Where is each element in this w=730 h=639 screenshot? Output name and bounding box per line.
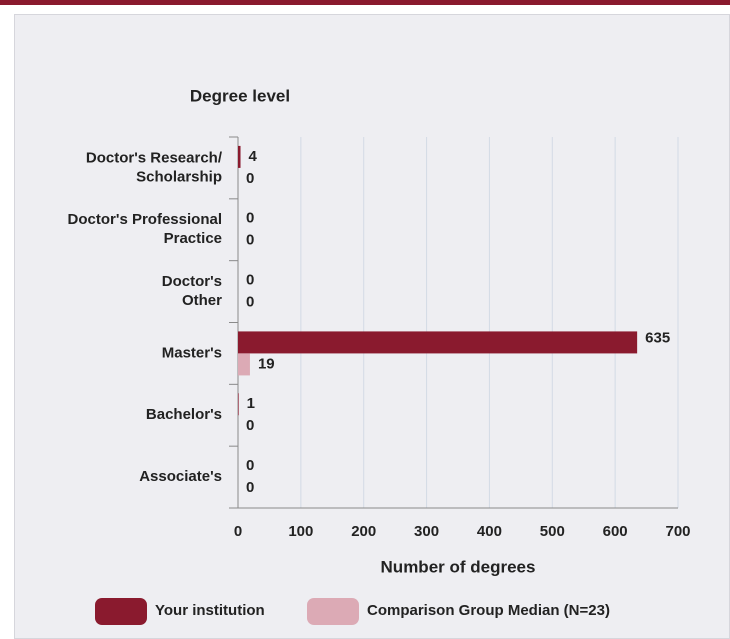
legend-swatch xyxy=(307,598,359,625)
x-tick-label: 500 xyxy=(540,523,565,540)
legend-label: Comparison Group Median (N=23) xyxy=(367,602,610,619)
y-tick-label: Associate's xyxy=(139,468,222,485)
value-label: 0 xyxy=(246,294,254,311)
x-axis-label: Number of degrees xyxy=(381,557,536,576)
x-tick-label: 400 xyxy=(477,523,502,540)
value-label: 4 xyxy=(249,148,258,165)
value-label: 635 xyxy=(645,329,670,346)
y-tick-label: Master's xyxy=(162,344,222,361)
legend-swatch xyxy=(95,598,147,625)
x-tick-label: 0 xyxy=(234,523,242,540)
bar xyxy=(238,353,250,376)
x-tick-label: 700 xyxy=(665,523,690,540)
y-tick-label: Bachelor's xyxy=(146,406,222,423)
value-label: 0 xyxy=(246,457,254,474)
legend-label: Your institution xyxy=(155,602,265,619)
x-tick-label: 100 xyxy=(288,523,313,540)
value-label: 1 xyxy=(247,395,255,412)
chart-title: Degree level xyxy=(190,86,290,105)
value-label: 0 xyxy=(246,272,254,289)
value-label: 19 xyxy=(258,355,275,372)
panel xyxy=(14,14,730,639)
bar xyxy=(238,331,638,354)
value-label: 0 xyxy=(246,232,254,249)
value-label: 0 xyxy=(246,417,254,434)
top-bar xyxy=(0,0,730,5)
y-tick-label: Doctor's Professional xyxy=(68,211,222,228)
x-tick-label: 300 xyxy=(414,523,439,540)
y-tick-label: Practice xyxy=(164,230,222,247)
x-tick-label: 600 xyxy=(603,523,628,540)
y-tick-label: Scholarship xyxy=(136,168,222,185)
value-label: 0 xyxy=(246,210,254,227)
x-tick-label: 200 xyxy=(351,523,376,540)
bar xyxy=(238,145,241,168)
y-tick-label: Doctor's xyxy=(162,273,222,290)
bar xyxy=(238,393,239,416)
y-tick-label: Doctor's Research/ xyxy=(86,149,223,166)
y-tick-label: Other xyxy=(182,292,222,309)
value-label: 0 xyxy=(246,170,254,187)
value-label: 0 xyxy=(246,479,254,496)
